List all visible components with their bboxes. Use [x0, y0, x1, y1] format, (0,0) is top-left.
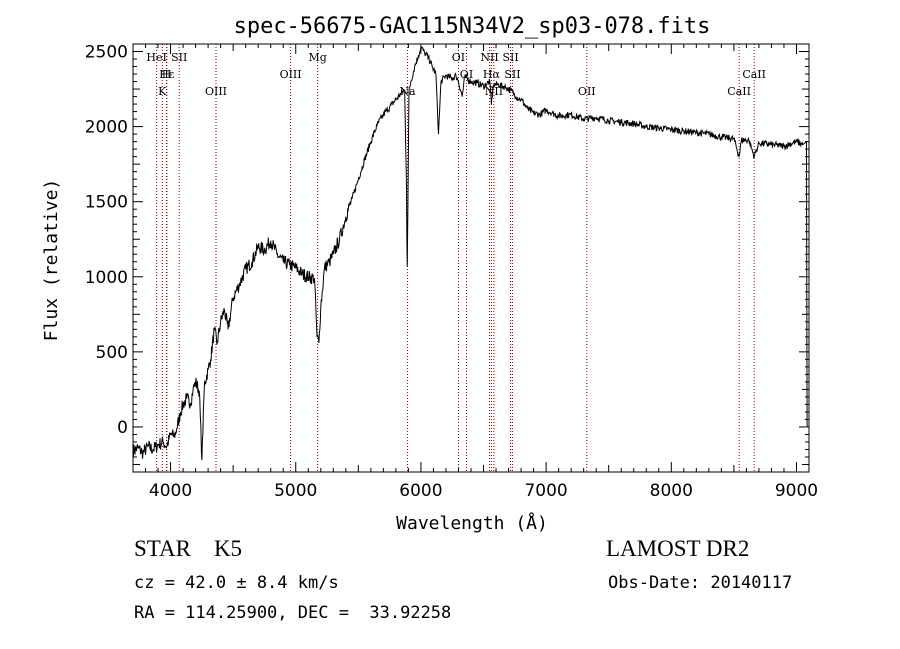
y-axis-label: Flux (relative)	[41, 179, 62, 342]
spectral-line-label: NII	[480, 51, 498, 64]
spectral-line-label: OI	[460, 68, 473, 81]
y-tick-label: 2000	[85, 118, 128, 138]
coordinates-text: RA = 114.25900, DEC = 33.92258	[134, 603, 452, 623]
y-tick-label: 1000	[85, 268, 128, 288]
redshift-text: cz = 42.0 ± 8.4 km/s	[134, 573, 339, 593]
spectral-line-label: Na	[399, 85, 416, 98]
spectral-line-label: Mg	[308, 51, 326, 64]
spectral-line-label: CaII	[742, 68, 766, 81]
x-tick-label: 8000	[650, 481, 693, 501]
y-tick-label: 2500	[85, 43, 128, 63]
spectral-line-label: SII	[502, 51, 518, 64]
spectral-line-label: OI	[452, 51, 465, 64]
spectral-line-label: OIII	[205, 85, 227, 98]
y-tick-label: 0	[117, 418, 128, 438]
spectral-line-label: HeI	[146, 51, 166, 64]
spectral-line-label: SII	[504, 68, 520, 81]
observation-date-text: Obs-Date: 20140117	[608, 573, 793, 593]
survey-name-text: LAMOST DR2	[606, 536, 750, 561]
chart-title: spec-56675-GAC115N34V2_sp03-078.fits	[234, 14, 711, 39]
spectral-line-label: OIII	[280, 68, 302, 81]
spectral-line-label: H	[162, 68, 172, 81]
plot-frame	[132, 43, 810, 473]
x-tick-label: 9000	[775, 481, 818, 501]
y-tick-label: 1500	[85, 193, 128, 213]
object-class-text: STAR K5	[134, 536, 243, 561]
spectrum-series-line	[132, 46, 808, 461]
spectral-line-label: OII	[578, 85, 596, 98]
x-tick-label: 5000	[274, 481, 317, 501]
x-tick-label: 4000	[149, 481, 192, 501]
spectral-line-label: K	[158, 85, 167, 98]
spectral-line-markers	[156, 44, 755, 472]
spectral-line-label: CaII	[727, 85, 751, 98]
x-tick-label: 6000	[399, 481, 442, 501]
spectral-line-label: Hα	[483, 68, 501, 81]
spectral-line-label: SII	[171, 51, 187, 64]
spectral-line-label: NII	[485, 85, 503, 98]
spectral-line-label: Hε	[159, 68, 175, 81]
y-axis: 0 500 1000 1500 2000 2500	[85, 43, 809, 465]
x-axis-label: Wavelength (Å)	[396, 512, 548, 534]
y-tick-label: 500	[96, 343, 128, 363]
x-tick-label: 7000	[524, 481, 567, 501]
x-axis: 4000 5000 6000 7000 8000 9000	[145, 44, 818, 501]
